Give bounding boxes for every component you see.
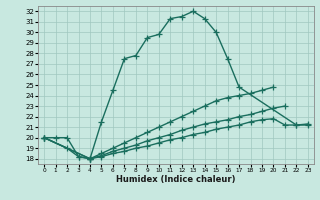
X-axis label: Humidex (Indice chaleur): Humidex (Indice chaleur)	[116, 175, 236, 184]
